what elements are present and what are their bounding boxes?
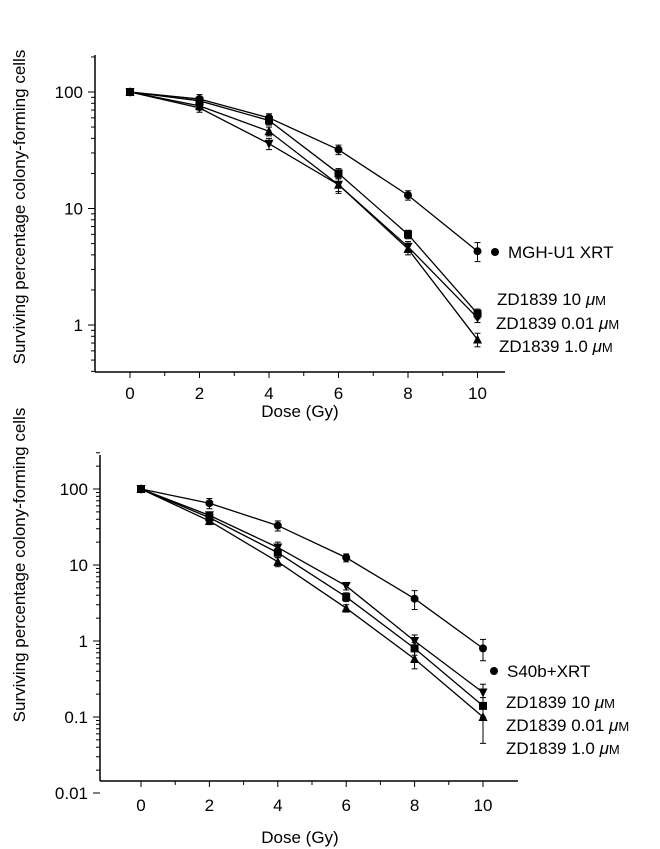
series-line: [140, 488, 484, 707]
data-point: [204, 515, 214, 525]
series-line: [129, 91, 478, 252]
tick-marks: [93, 452, 484, 794]
x-tick-label: 10: [468, 384, 487, 403]
data-point: [473, 247, 482, 256]
chart-mgh-u1: 1 10 100 0 2 4 6 8 10 MGH-U1 XRT ZD1839 10 μM ZD183…: [10, 50, 619, 421]
y-tick-label: 100: [55, 83, 83, 102]
series-line: [140, 488, 484, 694]
series-2: [125, 88, 482, 324]
series-label: ZD1839 0.01 μM: [506, 716, 629, 735]
series-line: [129, 91, 478, 319]
data-point: [410, 637, 420, 646]
data-point: [264, 126, 274, 136]
data-point: [404, 191, 412, 200]
y-tick-label: 1: [79, 632, 88, 651]
data-point: [273, 521, 282, 530]
series-label: ZD1839 10 μM: [506, 693, 615, 712]
y-tick-label: 0.01: [55, 784, 88, 803]
x-axis-title: Dose (Gy): [261, 402, 338, 421]
data-point: [273, 556, 283, 566]
chart-s40b: 0.01 0.1 1 10 100 0 2 4 6 8 10 S40b+XRT ZD1839 10 μM…: [10, 408, 629, 847]
series-2: [137, 485, 487, 718]
series-3: [136, 484, 488, 744]
series-1: [136, 485, 488, 705]
series-label: ZD1839 1.0 μM: [499, 337, 613, 356]
data-point: [265, 116, 273, 125]
series-line: [129, 91, 479, 340]
y-tick-label: 1: [74, 316, 83, 335]
data-point: [341, 603, 351, 613]
series-group: [136, 484, 488, 744]
data-point: [478, 688, 488, 698]
x-axis-title: Dose (Gy): [261, 828, 338, 847]
x-tick-label: 8: [410, 796, 419, 815]
tick-label-group: 1 10 100 0 2 4 6 8 10 MGH-U1 XRT ZD1839 10 μM ZD183…: [55, 83, 620, 403]
data-point: [473, 313, 482, 323]
data-point: [125, 87, 135, 96]
data-point: [404, 230, 412, 239]
data-point: [195, 100, 204, 110]
data-point: [273, 548, 282, 557]
legend-marker: [491, 248, 499, 256]
y-axis-title: Surviving percentage colony-forming cell…: [10, 408, 29, 723]
x-tick-label: 2: [195, 384, 204, 403]
data-point: [473, 334, 482, 344]
data-point: [205, 499, 214, 508]
series-0: [126, 88, 482, 263]
series-1: [126, 88, 482, 320]
series-line: [140, 488, 484, 718]
data-point: [410, 653, 420, 663]
y-axis-title: Surviving percentage colony-forming cell…: [10, 50, 29, 365]
data-point: [342, 553, 351, 562]
series-group: [125, 87, 482, 348]
y-tick-label: 10: [69, 556, 88, 575]
series-label: ZD1839 0.01 μM: [496, 314, 619, 333]
tick-label-group: 0.01 0.1 1 10 100 0 2 4 6 8 10 S40b+XRT ZD1839 10 μM…: [55, 480, 629, 815]
series-label: ZD1839 10 μM: [497, 290, 606, 309]
data-point: [334, 145, 343, 154]
data-point: [136, 484, 146, 493]
data-point: [195, 96, 204, 105]
x-tick-label: 0: [136, 796, 145, 815]
x-tick-label: 6: [334, 384, 343, 403]
data-point: [403, 243, 413, 253]
axes: [94, 55, 505, 373]
x-tick-label: 2: [205, 796, 214, 815]
series-label: S40b+XRT: [507, 662, 590, 681]
series-label: ZD1839 1.0 μM: [506, 739, 620, 758]
data-point: [478, 712, 488, 721]
series-line: [140, 488, 484, 649]
y-tick-label: 10: [64, 200, 83, 219]
series-line: [129, 91, 478, 315]
data-point: [334, 169, 343, 178]
data-point: [410, 644, 419, 653]
data-point: [264, 139, 274, 149]
y-tick-label: 0.1: [64, 708, 88, 727]
series-3: [125, 87, 482, 348]
y-tick-label: 100: [60, 480, 88, 499]
axes: [99, 455, 518, 782]
data-point: [479, 644, 487, 653]
x-tick-label: 10: [474, 796, 493, 815]
data-point: [334, 179, 343, 189]
data-point: [341, 581, 351, 591]
tick-marks: [88, 56, 478, 378]
series-label: MGH-U1 XRT: [508, 243, 613, 262]
x-tick-label: 6: [341, 796, 350, 815]
x-tick-label: 0: [125, 384, 134, 403]
x-tick-label: 8: [403, 384, 412, 403]
data-point: [342, 592, 351, 601]
legend-marker: [490, 667, 498, 675]
x-tick-label: 4: [264, 384, 273, 403]
x-tick-label: 4: [273, 796, 282, 815]
data-point: [410, 594, 419, 603]
